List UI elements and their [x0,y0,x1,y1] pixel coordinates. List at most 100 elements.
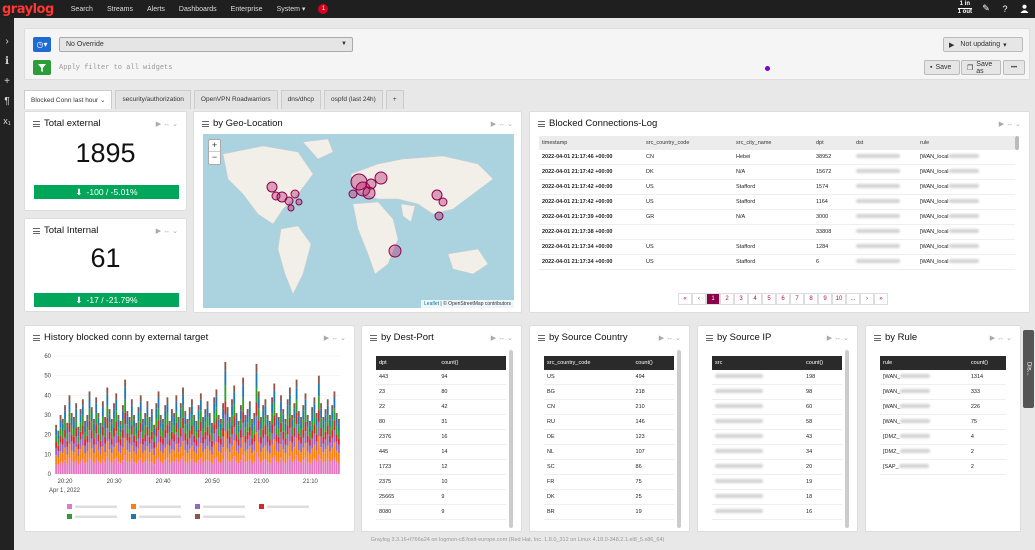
drag-handle-icon[interactable] [33,227,40,234]
table-row[interactable]: 22 42 [376,399,506,415]
table-row[interactable]: DE 123 [544,429,674,445]
widget-title[interactable]: Blocked Connections-Log [538,118,657,129]
widget-controls[interactable]: ▶↔⌄ [826,335,851,342]
page-button[interactable]: 10 [832,293,846,305]
col-rule[interactable]: rule [917,136,1015,150]
nav-system[interactable]: System ▾ [276,6,306,13]
more-actions-button[interactable]: ••• [1003,60,1025,75]
vertical-scrollbar[interactable] [677,350,681,528]
drag-handle-icon[interactable] [202,120,209,127]
edit-icon[interactable]: ✎ [982,3,990,13]
log-row[interactable]: 2022-04-01 21:17:42 +00:00 US Stafford 1574… [539,179,1015,195]
table-row[interactable]: [WAN_ 1314 [880,370,1006,385]
tab-ospfd[interactable]: ospfd (last 24h) [324,90,383,109]
column-header[interactable]: src [712,356,804,370]
widget-title[interactable]: by Rule [874,332,917,343]
page-button[interactable]: 4 [748,293,762,305]
drag-handle-icon[interactable] [538,334,545,341]
side-drawer-tab[interactable]: Dis... [1023,330,1034,408]
col-src-country[interactable]: src_country_code [643,136,733,150]
nav-enterprise[interactable]: Enterprise [230,5,263,13]
column-header[interactable]: rule [880,356,968,370]
table-row[interactable]: [DMZ_ 4 [880,429,1006,445]
table-row[interactable]: 198 [712,370,842,385]
table-row[interactable]: 43 [712,429,842,445]
widget-controls[interactable]: ▶↔⌄ [490,121,515,128]
page-button[interactable]: « [678,293,692,305]
log-row[interactable]: 2022-04-01 21:17:39 +00:00 GR N/A 3000 [WAN_… [539,209,1015,225]
table-row[interactable]: [SAP_ 2 [880,459,1006,475]
column-header[interactable]: count() [803,356,842,370]
filter-button[interactable] [33,60,51,75]
table-row[interactable]: 25665 9 [376,489,506,505]
column-header[interactable]: count() [967,356,1006,370]
table-row[interactable]: BG 218 [544,384,674,400]
widget-title[interactable]: Total Internal [33,225,98,236]
vertical-scrollbar[interactable] [845,350,849,528]
add-tab-button[interactable]: + [385,90,404,109]
info-icon[interactable]: i [5,56,9,67]
widget-controls[interactable]: ▶↔⌄ [155,121,180,128]
page-button[interactable]: 7 [790,293,804,305]
table-row[interactable]: US 494 [544,370,674,385]
paragraph-icon[interactable]: ¶ [4,96,10,107]
tab-openvpn[interactable]: OpenVPN Roadwarriors [193,90,278,109]
log-row[interactable]: 2022-04-01 21:17:42 +00:00 US Stafford 1164… [539,194,1015,210]
tab-security[interactable]: security/authorization [115,90,191,109]
zoom-in-button[interactable]: + [209,140,220,152]
page-button[interactable]: 6 [776,293,790,305]
page-button[interactable]: 3 [734,293,748,305]
page-button[interactable]: 2 [720,293,734,305]
table-row[interactable]: 445 14 [376,444,506,460]
help-icon[interactable]: ? [1002,3,1008,14]
widget-title[interactable]: History blocked conn by external target [33,332,208,343]
log-row[interactable]: 2022-04-01 21:17:34 +00:00 US Stafford 6 [WA… [539,254,1015,270]
table-row[interactable]: 23 80 [376,384,506,400]
table-row[interactable]: CN 210 [544,399,674,415]
user-icon[interactable] [1019,4,1029,14]
osm-attribution[interactable]: | © OpenStreetMap contributors [439,301,511,307]
subscript-icon[interactable]: x₁ [3,116,11,126]
col-dst[interactable]: dst [853,136,917,150]
table-row[interactable]: 443 94 [376,370,506,385]
table-row[interactable]: SC 86 [544,459,674,475]
table-row[interactable]: 8080 9 [376,504,506,520]
override-select[interactable]: No Override ▼ [59,37,353,52]
leaflet-link[interactable]: Leaflet [424,301,440,307]
widget-controls[interactable]: ▶↔⌄ [989,335,1014,342]
log-row[interactable]: 2022-04-01 21:17:46 +00:00 CN Hebei 38952 [W… [539,150,1015,165]
column-header[interactable]: count() [632,356,674,370]
table-row[interactable]: 80 31 [376,414,506,430]
tab-blocked-conn[interactable]: Blocked Conn last hour ⌄ [24,90,113,109]
nav-search[interactable]: Search [70,5,93,13]
widget-controls[interactable]: ▶↔⌄ [490,335,515,342]
page-button[interactable]: 9 [818,293,832,305]
widget-controls[interactable]: ▶↔⌄ [323,335,348,342]
table-row[interactable]: 18 [712,489,842,505]
table-row[interactable]: 2375 10 [376,474,506,490]
drag-handle-icon[interactable] [538,120,545,127]
table-row[interactable]: 34 [712,444,842,460]
page-button[interactable]: ... [846,293,860,305]
widget-title[interactable]: by Source Country [538,332,628,343]
tab-dns-dhcp[interactable]: dns/dhcp [280,90,322,109]
widget-controls[interactable]: ▶↔⌄ [155,228,180,235]
widget-title[interactable]: by Dest-Port [370,332,434,343]
widget-controls[interactable]: ▶↔⌄ [998,121,1023,128]
table-row[interactable]: NL 107 [544,444,674,460]
drag-handle-icon[interactable] [874,334,881,341]
drag-handle-icon[interactable] [33,334,40,341]
page-button[interactable]: › [860,293,874,305]
col-timestamp[interactable]: timestamp [539,136,643,150]
nav-dashboards[interactable]: Dashboards [178,5,217,13]
table-row[interactable]: 98 [712,384,842,400]
vertical-scrollbar[interactable] [509,350,513,528]
not-updating-button[interactable]: ▶ Not updating ▾ [943,37,1023,52]
save-as-button[interactable]: ❐ Save as [961,60,1001,75]
table-row[interactable]: 20 [712,459,842,475]
filter-input[interactable]: Apply filter to all widgets [59,64,173,72]
table-row[interactable]: BR 19 [544,504,674,520]
vertical-scrollbar[interactable] [1015,136,1019,150]
table-row[interactable]: 1723 12 [376,459,506,475]
zoom-out-button[interactable]: − [211,152,218,162]
